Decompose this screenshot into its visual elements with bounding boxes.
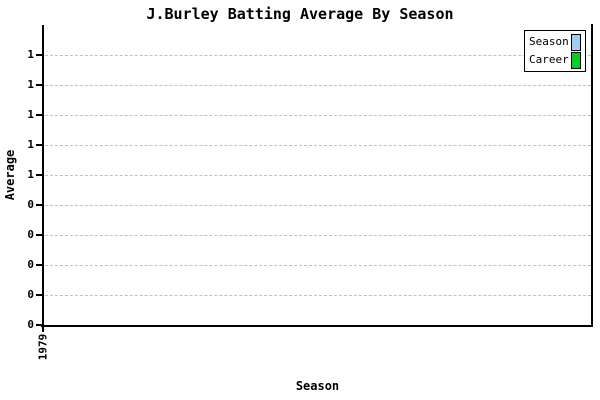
legend-swatch-season-icon — [571, 33, 581, 51]
y-tick-label: 1 — [27, 108, 34, 121]
y-tick-label: 0 — [27, 258, 34, 271]
gridline — [45, 145, 591, 146]
legend-item-season: Season — [529, 33, 581, 51]
legend-swatch-career-icon — [571, 51, 581, 69]
gridline — [45, 235, 591, 236]
y-axis-label: Average — [3, 149, 17, 201]
y-tick-mark — [36, 144, 42, 146]
y-tick-mark — [36, 114, 42, 116]
y-tick-label: 1 — [27, 168, 34, 181]
y-tick-label: 1 — [27, 138, 34, 151]
y-tick-label: 0 — [27, 288, 34, 301]
gridline — [45, 205, 591, 206]
y-axis-label-wrap: Average — [1, 130, 19, 220]
x-tick-label: 1979 — [36, 333, 50, 361]
gridline — [45, 265, 591, 266]
y-tick-mark — [36, 174, 42, 176]
y-tick-mark — [36, 324, 42, 326]
y-tick-label: 0 — [27, 228, 34, 241]
y-tick-label: 1 — [27, 48, 34, 61]
y-tick-label: 1 — [27, 78, 34, 91]
x-axis-label: Season — [295, 379, 340, 393]
legend-label-career: Career — [529, 53, 569, 66]
y-tick-mark — [36, 54, 42, 56]
y-tick-mark — [36, 234, 42, 236]
y-axis-line — [42, 25, 44, 327]
legend: Season Career — [524, 30, 586, 72]
gridline — [45, 295, 591, 296]
y-tick-mark — [36, 294, 42, 296]
plot-right-border-line — [591, 24, 593, 327]
gridline — [45, 85, 591, 86]
chart-title: J.Burley Batting Average By Season — [146, 5, 454, 23]
legend-label-season: Season — [529, 35, 569, 48]
x-axis-line — [41, 325, 593, 327]
y-tick-label: 0 — [27, 318, 34, 331]
x-tick-label-wrap: 1979 — [33, 330, 53, 364]
y-tick-mark — [36, 204, 42, 206]
y-tick-label: 0 — [27, 198, 34, 211]
y-tick-mark — [36, 84, 42, 86]
gridline — [45, 115, 591, 116]
gridline — [45, 55, 591, 56]
gridline — [45, 175, 591, 176]
x-tick-mark — [42, 327, 44, 332]
legend-item-career: Career — [529, 51, 581, 69]
y-tick-mark — [36, 264, 42, 266]
